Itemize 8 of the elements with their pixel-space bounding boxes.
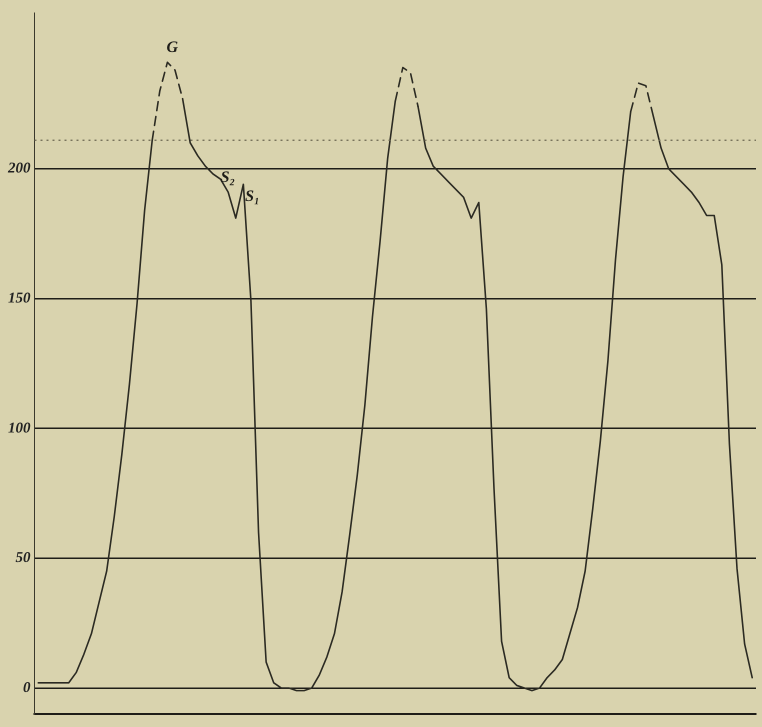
annotation: S₂ xyxy=(220,168,236,186)
y-tick-label: 150 xyxy=(8,290,31,306)
y-tick-label: 200 xyxy=(7,160,31,177)
y-tick-label: 0 xyxy=(23,680,31,696)
annotation: G xyxy=(166,39,179,56)
y-tick-label: 100 xyxy=(8,420,31,436)
annotation: S₁ xyxy=(245,188,260,205)
y-tick-label: 50 xyxy=(16,550,31,566)
